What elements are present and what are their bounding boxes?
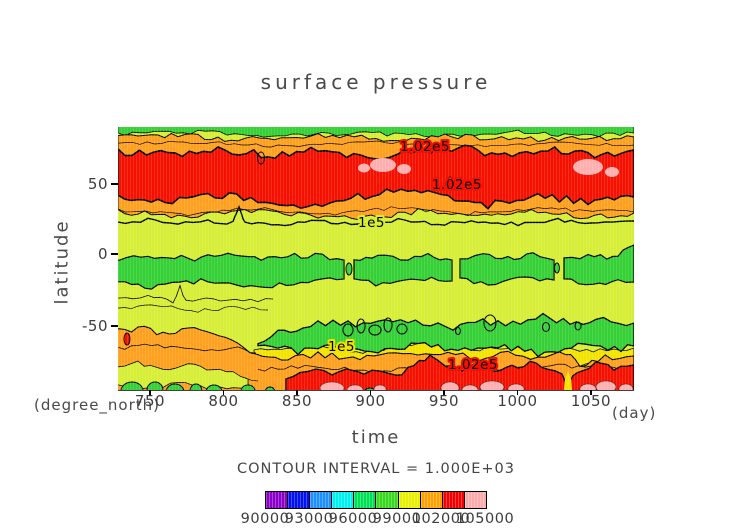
x-tick-label: 900 [355,392,386,410]
contour-label-south-upper: 1.02e5 [448,357,498,373]
colorbar-segment [309,492,332,508]
colorbar-segment [441,492,464,508]
colorbar-tick-label: 105000 [455,511,515,527]
x-tick-label: 800 [208,392,239,410]
colorbar-segment [266,492,288,508]
colorbar-tick-label: 102000 [411,511,471,527]
colorbar-segment [375,492,398,508]
x-tick-mark [296,390,298,395]
colorbar-tick-label: 90000 [240,511,290,527]
colorbar-tick-label: 99000 [372,511,422,527]
contour-interval-text: CONTOUR INTERVAL = 1.000E+03 [236,461,515,477]
plot-title: surface pressure [260,70,492,94]
contour-label-north-mid: 1.02e5 [432,177,482,193]
x-axis-label: time [351,427,401,448]
y-tick-label: -50 [82,317,108,335]
colorbar-tick-label: 93000 [284,511,334,527]
x-tick-mark [516,390,519,395]
x-tick-mark [369,390,372,395]
colorbar-segment [419,492,442,508]
contour-label-north-upper: 1.02e5 [400,139,450,155]
x-tick-mark [222,390,225,395]
x-tick-label: 1050 [570,392,612,410]
colorbar-segment [287,492,310,508]
colorbar [265,491,487,509]
colorbar-segment [397,492,420,508]
y-tick-mark [111,325,118,327]
x-tick-mark [149,390,151,395]
x-tick-label: 1000 [497,392,538,410]
x-tick-label: 850 [281,392,313,410]
contour-label-south-1e5: 1e5 [328,339,355,355]
contour-plot: 1.02e5 1.02e5 1e5 1e5 1.02e5 [111,121,635,401]
x-tick-label: 750 [134,392,166,410]
y-tick-mark [111,183,118,185]
x-tick-mark [443,390,445,395]
striation-overlay [118,127,634,390]
colorbar-segment [353,492,376,508]
colorbar-segment [331,492,354,508]
y-axis-unit: (degree_north) [34,396,161,414]
x-tick-label: 950 [428,392,460,410]
contour-plot-area: 1.02e5 1.02e5 1e5 1e5 1.02e5 [111,121,635,401]
y-tick-label: 0 [97,245,108,263]
y-tick-mark [111,253,118,255]
colorbar-segment [463,492,486,508]
colorbar-tick-label: 96000 [328,511,378,527]
x-tick-mark [590,390,592,395]
y-tick-label: 50 [87,175,108,193]
contour-label-north-1e5: 1e5 [358,215,385,231]
x-axis-unit: (day) [612,404,657,422]
